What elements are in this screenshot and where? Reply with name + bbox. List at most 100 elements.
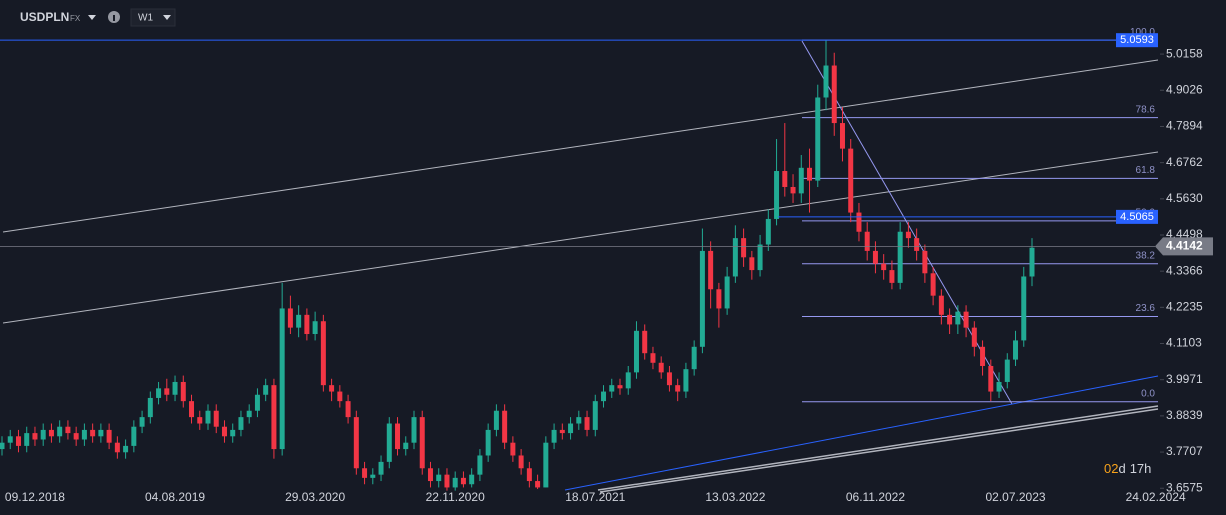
fib-label: 23.6 bbox=[1136, 303, 1156, 314]
candle-body bbox=[980, 346, 986, 366]
candle-body bbox=[947, 314, 953, 325]
candle-body bbox=[460, 477, 466, 485]
candle-body bbox=[1029, 247, 1035, 277]
x-tick-label: 24.02.2024 bbox=[1126, 490, 1186, 504]
x-tick-label: 04.08.2019 bbox=[145, 490, 205, 504]
price-box-label: 4.4142 bbox=[1166, 239, 1203, 253]
candle-body bbox=[337, 391, 343, 402]
candle-body bbox=[971, 327, 977, 347]
drawings bbox=[2, 40, 1159, 493]
candle-body bbox=[815, 97, 821, 181]
candle-body bbox=[1013, 340, 1019, 360]
fib-label: 61.8 bbox=[1136, 165, 1156, 176]
fib-label: 38.2 bbox=[1136, 250, 1156, 261]
candle-body bbox=[386, 423, 392, 462]
countdown-hours: 17h bbox=[1130, 461, 1152, 476]
candle-body bbox=[996, 381, 1002, 392]
trend-line bbox=[599, 408, 1159, 493]
candle-body bbox=[197, 417, 203, 424]
fib-label: 78.6 bbox=[1136, 104, 1156, 115]
candle-body bbox=[633, 330, 639, 373]
price-box-label: 5.0593 bbox=[1120, 34, 1154, 46]
candle-body bbox=[131, 426, 137, 446]
x-tick-label: 13.03.2022 bbox=[705, 490, 765, 504]
candle-body bbox=[296, 314, 302, 328]
price-box bbox=[1116, 33, 1158, 48]
candle-body bbox=[411, 417, 417, 443]
candle-body bbox=[897, 231, 903, 283]
market: FX bbox=[70, 14, 81, 23]
candle-body bbox=[683, 369, 689, 392]
countdown-unit: d bbox=[1118, 461, 1125, 476]
candle-body bbox=[526, 468, 532, 482]
candle-body bbox=[164, 388, 170, 395]
candle-body bbox=[329, 385, 335, 392]
candle-body bbox=[831, 65, 837, 124]
candle-body bbox=[123, 445, 129, 453]
candle-body bbox=[7, 436, 13, 443]
y-tick-label: 4.9026 bbox=[1166, 82, 1203, 96]
candle-body bbox=[73, 433, 79, 440]
candle-body bbox=[221, 426, 227, 437]
candle-body bbox=[1021, 276, 1027, 341]
trend-line bbox=[564, 375, 1159, 491]
candle-body bbox=[65, 426, 71, 434]
y-tick-label: 3.8839 bbox=[1166, 408, 1203, 422]
candle-body bbox=[370, 474, 376, 478]
candle-body bbox=[57, 426, 63, 437]
candle-body bbox=[353, 417, 359, 469]
candle-body bbox=[395, 423, 401, 450]
candle-body bbox=[518, 455, 524, 469]
candle-body bbox=[881, 263, 887, 271]
candle-body bbox=[905, 231, 911, 239]
candle-body bbox=[807, 167, 813, 181]
candle-body bbox=[510, 442, 516, 456]
candle-body bbox=[642, 330, 648, 354]
candle-body bbox=[502, 410, 508, 443]
candle-body bbox=[592, 401, 598, 430]
candle-body bbox=[757, 244, 763, 271]
candle-body bbox=[889, 270, 895, 283]
countdown: 02d 17h bbox=[1104, 461, 1151, 476]
candle-body bbox=[98, 429, 104, 437]
candle-body bbox=[691, 346, 697, 370]
x-tick-label: 22.11.2020 bbox=[426, 490, 485, 504]
candle-body bbox=[625, 372, 631, 389]
candle-body bbox=[708, 250, 714, 290]
candle-body bbox=[0, 442, 5, 450]
y-tick-label: 4.2235 bbox=[1166, 300, 1203, 314]
candle-body bbox=[963, 311, 969, 328]
dropdown[interactable] bbox=[163, 15, 171, 20]
price-box bbox=[1155, 237, 1213, 256]
candle-body bbox=[180, 381, 186, 402]
candle-body bbox=[568, 423, 574, 434]
price-box bbox=[1116, 209, 1158, 224]
candle-body bbox=[246, 410, 252, 418]
candle-body bbox=[254, 394, 260, 411]
candle-body bbox=[576, 417, 582, 424]
candle-body bbox=[40, 429, 46, 440]
x-tick-label: 09.12.2018 bbox=[5, 490, 65, 504]
timeframe-box[interactable] bbox=[130, 8, 176, 27]
candle-body bbox=[601, 391, 607, 402]
x-tick-label: 06.11.2022 bbox=[846, 490, 905, 504]
dropdown[interactable] bbox=[88, 15, 96, 20]
candle-body bbox=[345, 401, 351, 418]
candle-body bbox=[213, 410, 219, 427]
candle-body bbox=[872, 250, 878, 264]
candle-body bbox=[24, 433, 30, 446]
candle-body bbox=[189, 401, 195, 418]
candle-body bbox=[584, 417, 590, 430]
candle-body bbox=[559, 429, 565, 434]
candle-body bbox=[749, 257, 755, 271]
candle-body bbox=[304, 314, 310, 335]
candle-body bbox=[774, 171, 780, 219]
candle-body bbox=[230, 429, 236, 437]
candle-body bbox=[839, 123, 845, 149]
candle-body bbox=[938, 295, 944, 315]
candle-body bbox=[658, 362, 664, 373]
symbol[interactable]: USDPLN bbox=[20, 10, 69, 24]
countdown-days: 02 bbox=[1104, 461, 1118, 476]
candle-body bbox=[716, 289, 722, 309]
candle-body bbox=[452, 477, 458, 488]
